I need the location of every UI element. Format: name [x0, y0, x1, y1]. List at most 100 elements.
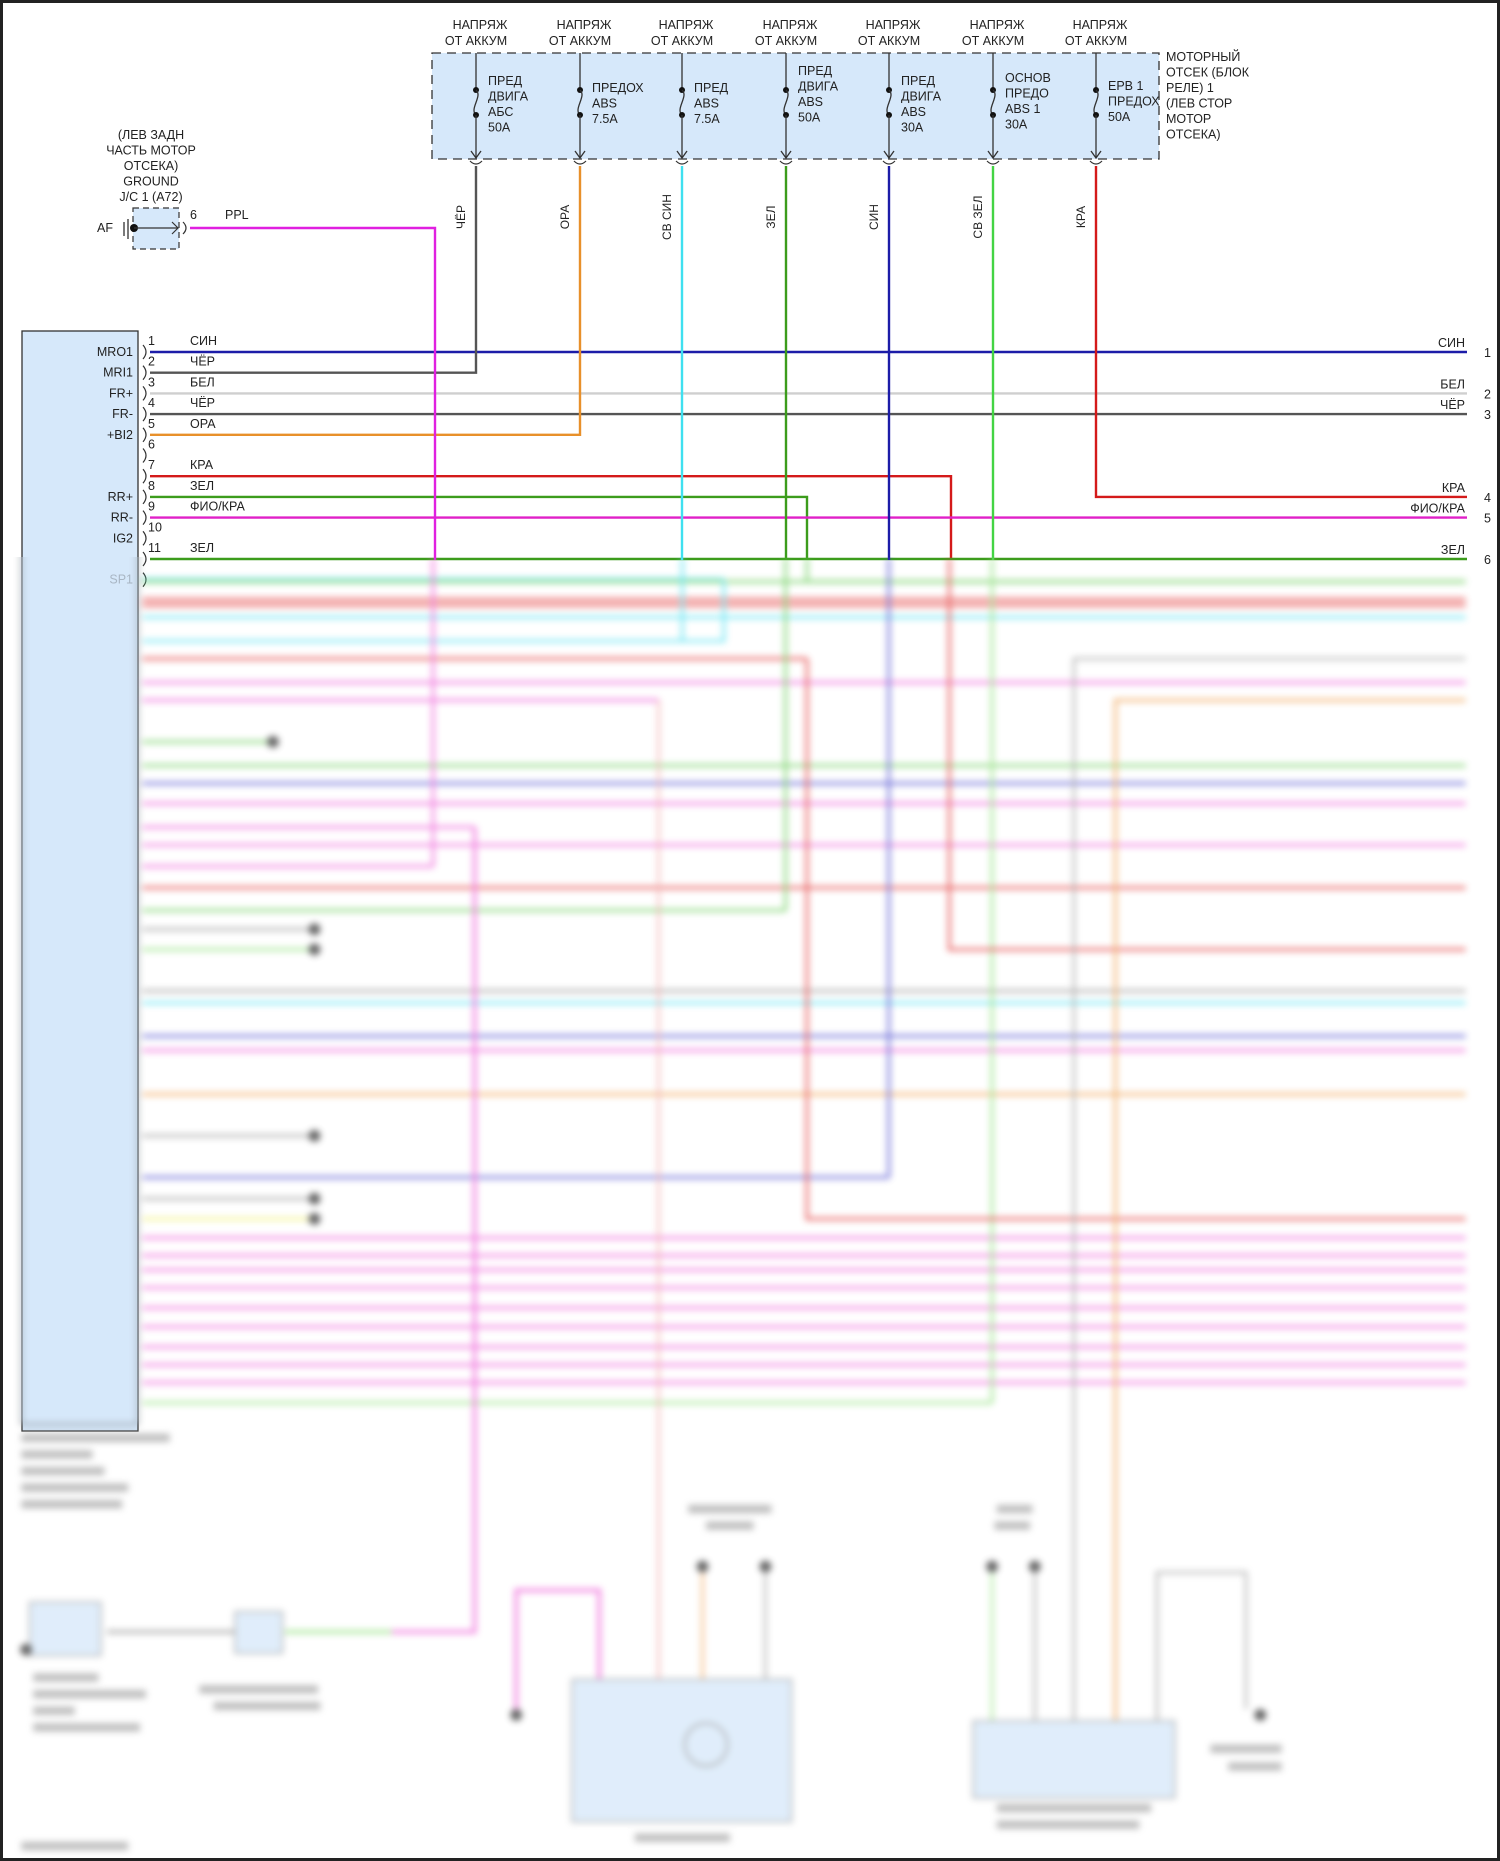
illegible-label	[33, 1673, 99, 1682]
splice-point	[1028, 1560, 1041, 1573]
component-box	[234, 1610, 284, 1654]
illegible-label	[33, 1689, 146, 1699]
pin-number: 11	[148, 541, 161, 555]
fuse-label: АБС	[488, 105, 513, 119]
motor-icon	[683, 1722, 729, 1767]
fuse-block-location-label: ОТСЕК (БЛОК	[1166, 66, 1250, 80]
module-pin-name: RR+	[108, 490, 133, 504]
connector-icon	[573, 160, 587, 165]
wire-color-label: СВ ЗЕЛ	[971, 195, 985, 238]
illegible-label	[21, 1450, 93, 1459]
wire-color-label: ОРА	[558, 205, 572, 230]
fuse-supply-label: НАПРЯЖ	[659, 18, 714, 32]
splice-point	[267, 735, 279, 748]
module-pin-name: RR-	[111, 511, 133, 525]
fuse-label: ДВИГА	[901, 90, 942, 104]
illegible-label	[21, 1841, 129, 1851]
pin-number: 3	[148, 375, 155, 389]
wire-color-label: СИН	[867, 204, 881, 230]
wire-color-label: ЧЁР	[454, 205, 468, 229]
fuse-block	[431, 52, 1160, 160]
wire	[150, 166, 478, 374]
ground-location-label: GROUND	[123, 175, 179, 189]
pin-number: 4	[1484, 491, 1491, 505]
module-pin-name: FR+	[109, 386, 133, 400]
fuse-label: 50A	[1108, 110, 1131, 124]
component-box	[972, 1720, 1176, 1799]
connector-icon	[142, 427, 147, 443]
pin-number: 6	[190, 208, 197, 222]
illegible-label	[1228, 1762, 1282, 1771]
wire	[1114, 698, 1466, 1721]
arrow-icon	[1090, 150, 1102, 160]
connector-icon	[882, 160, 896, 165]
arrow-icon	[780, 150, 792, 160]
connector-icon	[142, 468, 147, 484]
fuse-label: 30A	[901, 121, 924, 135]
wire-color-label: ОРА	[190, 417, 216, 431]
fuse-label: 50A	[798, 111, 821, 125]
fuse-label: ПРЕДО	[1005, 87, 1049, 101]
wire-color-label: БЕЛ	[190, 375, 215, 389]
ground-location-label: J/C 1 (A72)	[119, 190, 182, 204]
fuse-label: ABS	[901, 105, 926, 119]
wire	[1072, 657, 1466, 1721]
illegible-label	[33, 1723, 141, 1732]
fuse-label: ПРЕД	[901, 74, 936, 88]
wire-color-label: ЗЕЛ	[764, 205, 778, 228]
connector-icon	[1089, 160, 1103, 165]
splice-point	[1254, 1708, 1267, 1721]
illegible-label	[21, 1466, 105, 1476]
wire-color-label: PPL	[225, 208, 249, 222]
splice-point	[308, 1212, 321, 1225]
pin-number: 1	[1484, 346, 1491, 360]
pin-number: 3	[1484, 408, 1491, 422]
fuse-label: 30A	[1005, 118, 1028, 132]
fuse-label: ОСНОВ	[1005, 71, 1051, 85]
wire-color-label: СВ СИН	[660, 194, 674, 240]
wire-color-label: ЧЁР	[1440, 398, 1465, 412]
wire-color-label: ЧЁР	[190, 355, 215, 369]
wire-color-label: БЕЛ	[1440, 377, 1465, 391]
module-pin-name: +BI2	[107, 428, 133, 442]
ground-location-label: ОТСЕКА)	[124, 159, 179, 173]
connector-icon	[142, 386, 147, 401]
illegible-label	[996, 1803, 1152, 1813]
wire	[805, 658, 1466, 1221]
wire-color-label: ФИО/КРА	[1410, 502, 1465, 516]
fuse-label: ABS	[798, 95, 823, 109]
fuse-label: 50A	[488, 121, 511, 135]
fuse-block-location-label: МОТОРНЫЙ	[1166, 49, 1240, 64]
wire	[1155, 1571, 1248, 1721]
wire	[150, 495, 809, 560]
fuse-supply-label: НАПРЯЖ	[557, 18, 612, 32]
connector-icon	[142, 344, 147, 360]
illegible-label	[634, 1833, 730, 1842]
blurred-diagram	[20, 557, 1466, 1851]
connector-icon	[142, 365, 147, 381]
connector-icon	[142, 448, 147, 463]
splice-point	[20, 1643, 33, 1656]
component-box	[28, 1601, 102, 1657]
fuse-supply-label: НАПРЯЖ	[453, 18, 508, 32]
wire	[391, 827, 477, 1634]
arrow-icon	[676, 150, 688, 160]
fuse-label: 7.5A	[592, 112, 618, 126]
pin-number: 6	[148, 438, 155, 452]
connector-icon	[675, 160, 689, 165]
pin-number: 7	[148, 458, 155, 472]
wire-color-label: ЗЕЛ	[190, 479, 214, 493]
fuse-block-location-label: (ЛЕВ СТОР	[1166, 97, 1232, 111]
arrow-icon	[987, 150, 999, 160]
fuse-supply-label: НАПРЯЖ	[763, 18, 818, 32]
wire-color-label: ЧЁР	[190, 396, 215, 410]
illegible-label	[21, 1433, 170, 1442]
fuse-label: ПРЕДОХ	[1108, 95, 1160, 109]
illegible-label	[996, 1820, 1140, 1829]
pin-number: 9	[148, 500, 155, 514]
fuse-label: ABS 1	[1005, 102, 1040, 116]
wire	[514, 1588, 602, 1715]
connector-icon	[142, 489, 147, 505]
connector-icon	[142, 530, 147, 546]
